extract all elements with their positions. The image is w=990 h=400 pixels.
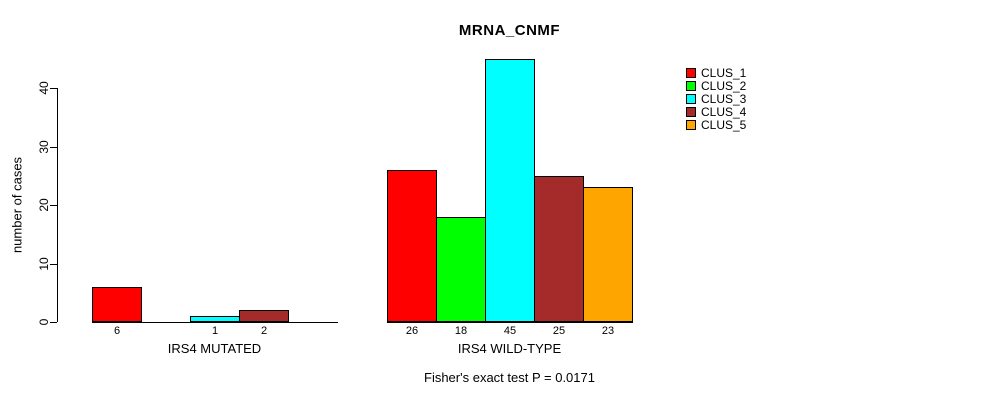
y-axis-tick-label: 30: [37, 139, 51, 154]
bar-clus_2: [436, 217, 486, 322]
legend-item: CLUS_2: [686, 79, 746, 92]
x-axis-group-label: IRS4 MUTATED: [167, 341, 262, 356]
x-baseline: [387, 322, 633, 323]
bar-value-label: 1: [211, 325, 219, 337]
legend-label: CLUS_3: [701, 91, 747, 106]
bar-value-label: 2: [260, 325, 268, 337]
y-axis-tick-label: 10: [37, 256, 51, 271]
y-axis-tick: [50, 88, 57, 89]
legend-swatch-clus_4: [686, 107, 696, 118]
legend-swatch-clus_3: [686, 93, 696, 104]
legend-item: CLUS_4: [686, 106, 746, 119]
y-axis-line: [57, 88, 58, 322]
legend-swatch-clus_2: [686, 80, 696, 91]
bar-clus_5: [583, 187, 633, 322]
bar-value-label: 26: [405, 325, 419, 337]
legend-swatch-clus_1: [686, 67, 696, 78]
x-baseline: [92, 322, 338, 323]
bar-clus_1: [92, 287, 142, 322]
y-axis-tick: [50, 263, 57, 265]
y-axis-tick: [50, 205, 57, 206]
y-axis-tick-label: 40: [37, 81, 51, 95]
legend-item: CLUS_1: [686, 66, 746, 79]
legend: CLUS_1 CLUS_2 CLUS_3 CLUS_4 CLUS_5: [686, 66, 746, 132]
legend-label: CLUS_1: [701, 65, 747, 80]
chart-title: MRNA_CNMF: [458, 22, 561, 39]
legend-label: CLUS_4: [701, 105, 747, 120]
bar-value-label: 18: [454, 325, 468, 337]
y-axis-tick: [50, 146, 57, 148]
fisher-annotation: Fisher's exact test P = 0.0171: [424, 370, 595, 385]
x-axis-group-label: IRS4 WILD-TYPE: [457, 341, 562, 356]
legend-swatch-clus_5: [686, 120, 696, 131]
bar-clus_3: [190, 316, 240, 322]
legend-label: CLUS_5: [701, 118, 747, 133]
bar-clus_3: [485, 59, 535, 322]
bar-value-label: 25: [552, 325, 566, 337]
legend-label: CLUS_2: [701, 78, 747, 93]
bar-value-label: 23: [601, 325, 615, 337]
bar-value-label: 6: [113, 325, 121, 337]
legend-item: CLUS_3: [686, 92, 746, 105]
legend-item: CLUS_5: [686, 119, 746, 132]
bar-clus_1: [387, 170, 437, 322]
bar-value-label: 45: [503, 325, 517, 337]
y-axis-tick-label: 20: [37, 198, 51, 212]
bar-clus_4: [534, 176, 584, 322]
y-axis-tick-label: 0: [37, 318, 51, 326]
y-axis-tick: [50, 322, 57, 323]
bar-clus_4: [239, 310, 289, 322]
